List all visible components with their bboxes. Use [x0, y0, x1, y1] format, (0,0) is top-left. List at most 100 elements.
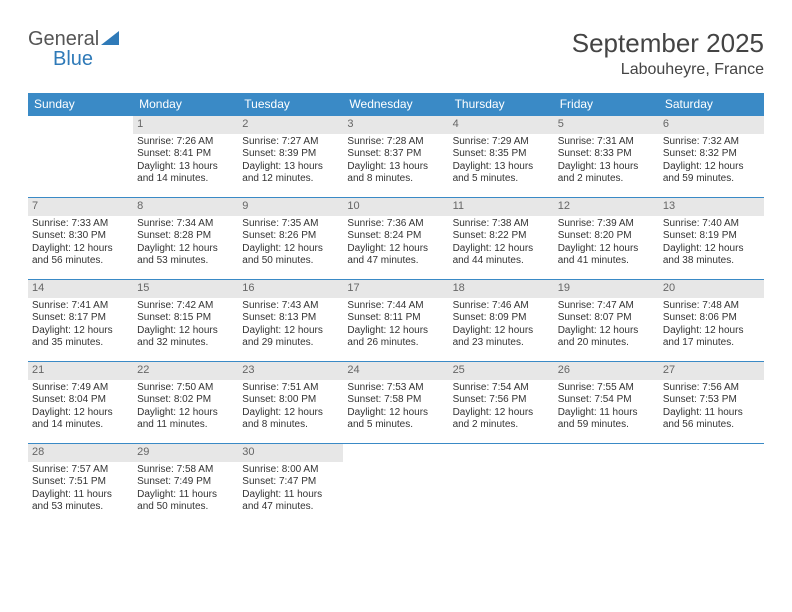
sunset-text: Sunset: 8:17 PM	[32, 312, 129, 325]
daylight-text: Daylight: 11 hours and 56 minutes.	[663, 407, 760, 432]
calendar-day-cell: 21 Sunrise: 7:49 AMSunset: 8:04 PMDayligh…	[28, 362, 133, 444]
daylight-text: Daylight: 11 hours and 59 minutes.	[558, 407, 655, 432]
sunrise-text: Sunrise: 7:39 AM	[558, 218, 655, 231]
sunset-text: Sunset: 8:35 PM	[453, 148, 550, 161]
calendar-day-cell: 18Sunrise: 7:46 AMSunset: 8:09 PMDayligh…	[449, 280, 554, 362]
day-details: Sunrise: 7:33 AMSunset: 8:30 PMDaylight:…	[28, 218, 133, 272]
calendar-table: SundayMondayTuesdayWednesdayThursdayFrid…	[28, 93, 764, 524]
day-details: Sunrise: 7:27 AMSunset: 8:39 PMDaylight:…	[238, 136, 343, 190]
day-number: 21	[28, 362, 133, 380]
sunrise-text: Sunrise: 7:26 AM	[137, 136, 234, 149]
daylight-text: Daylight: 12 hours and 14 minutes.	[32, 407, 129, 432]
daylight-text: Daylight: 12 hours and 32 minutes.	[137, 325, 234, 350]
calendar-day-cell: 25Sunrise: 7:54 AMSunset: 7:56 PMDayligh…	[449, 362, 554, 444]
calendar-day-cell: 11Sunrise: 7:38 AMSunset: 8:22 PMDayligh…	[449, 198, 554, 280]
day-number: 30	[238, 444, 343, 462]
weekday-header: Tuesday	[238, 93, 343, 116]
day-details: Sunrise: 7:42 AMSunset: 8:15 PMDaylight:…	[133, 300, 238, 354]
sunrise-text: Sunrise: 7:34 AM	[137, 218, 234, 231]
calendar-week-row: 21 Sunrise: 7:49 AMSunset: 8:04 PMDayligh…	[28, 362, 764, 444]
day-details: Sunrise: 7:58 AMSunset: 7:49 PMDaylight:…	[133, 464, 238, 518]
calendar-day-cell	[28, 116, 133, 198]
sunrise-text: Sunrise: 7:43 AM	[242, 300, 339, 313]
calendar-week-row: 7Sunrise: 7:33 AMSunset: 8:30 PMDaylight…	[28, 198, 764, 280]
sunrise-text: Sunrise: 7:58 AM	[137, 464, 234, 477]
calendar-header-row: SundayMondayTuesdayWednesdayThursdayFrid…	[28, 93, 764, 116]
day-details: Sunrise: 7:40 AMSunset: 8:19 PMDaylight:…	[659, 218, 764, 272]
weekday-header: Sunday	[28, 93, 133, 116]
sunrise-text: Sunrise: 7:48 AM	[663, 300, 760, 313]
sunset-text: Sunset: 8:24 PM	[347, 230, 444, 243]
day-details: Sunrise: 7:32 AMSunset: 8:32 PMDaylight:…	[659, 136, 764, 190]
sunrise-text: Sunrise: 7:44 AM	[347, 300, 444, 313]
day-number: 28	[28, 444, 133, 462]
sunset-text: Sunset: 8:09 PM	[453, 312, 550, 325]
calendar-week-row: 14Sunrise: 7:41 AMSunset: 8:17 PMDayligh…	[28, 280, 764, 362]
daylight-text: Daylight: 12 hours and 26 minutes.	[347, 325, 444, 350]
weekday-header: Friday	[554, 93, 659, 116]
day-number: 26	[554, 362, 659, 380]
sunset-text: Sunset: 8:19 PM	[663, 230, 760, 243]
calendar-day-cell: 13Sunrise: 7:40 AMSunset: 8:19 PMDayligh…	[659, 198, 764, 280]
calendar-day-cell: 27Sunrise: 7:56 AMSunset: 7:53 PMDayligh…	[659, 362, 764, 444]
daylight-text: Daylight: 12 hours and 11 minutes.	[137, 407, 234, 432]
sunrise-text: Sunrise: 7:57 AM	[32, 464, 129, 477]
sunset-text: Sunset: 8:00 PM	[242, 394, 339, 407]
day-details: Sunrise: 7:53 AMSunset: 7:58 PMDaylight:…	[343, 382, 448, 436]
sunrise-text: Sunrise: 7:41 AM	[32, 300, 129, 313]
daylight-text: Daylight: 12 hours and 2 minutes.	[453, 407, 550, 432]
sunset-text: Sunset: 8:37 PM	[347, 148, 444, 161]
calendar-day-cell: 22 Sunrise: 7:50 AMSunset: 8:02 PMDayligh…	[133, 362, 238, 444]
sunset-text: Sunset: 7:58 PM	[347, 394, 444, 407]
sunset-text: Sunset: 7:54 PM	[558, 394, 655, 407]
daylight-text: Daylight: 12 hours and 35 minutes.	[32, 325, 129, 350]
day-details: Sunrise: 7:56 AMSunset: 7:53 PMDaylight:…	[659, 382, 764, 436]
daylight-text: Daylight: 13 hours and 2 minutes.	[558, 161, 655, 186]
weekday-header: Thursday	[449, 93, 554, 116]
sunrise-text: Sunrise: 7:53 AM	[347, 382, 444, 395]
daylight-text: Daylight: 13 hours and 5 minutes.	[453, 161, 550, 186]
calendar-day-cell: 16Sunrise: 7:43 AMSunset: 8:13 PMDayligh…	[238, 280, 343, 362]
sunset-text: Sunset: 8:11 PM	[347, 312, 444, 325]
logo-triangle-icon	[101, 28, 119, 51]
day-number: 2	[238, 116, 343, 134]
calendar-day-cell: 14 Sunrise: 7:41 AMSunset: 8:17 PMDayligh…	[28, 280, 133, 362]
calendar-day-cell: 9Sunrise: 7:35 AMSunset: 8:26 PMDaylight…	[238, 198, 343, 280]
sunset-text: Sunset: 8:22 PM	[453, 230, 550, 243]
daylight-text: Daylight: 12 hours and 44 minutes.	[453, 243, 550, 268]
calendar-day-cell: 19Sunrise: 7:47 AMSunset: 8:07 PMDayligh…	[554, 280, 659, 362]
daylight-text: Daylight: 12 hours and 47 minutes.	[347, 243, 444, 268]
day-details: Sunrise: 7:43 AMSunset: 8:13 PMDaylight:…	[238, 300, 343, 354]
day-details: Sunrise: 7:28 AMSunset: 8:37 PMDaylight:…	[343, 136, 448, 190]
sunset-text: Sunset: 8:39 PM	[242, 148, 339, 161]
day-details: Sunrise: 7:36 AMSunset: 8:24 PMDaylight:…	[343, 218, 448, 272]
calendar-day-cell: 10Sunrise: 7:36 AMSunset: 8:24 PMDayligh…	[343, 198, 448, 280]
day-details: Sunrise: 7:50 AMSunset: 8:02 PMDaylight:…	[133, 382, 238, 436]
day-details: Sunrise: 7:35 AMSunset: 8:26 PMDaylight:…	[238, 218, 343, 272]
daylight-text: Daylight: 12 hours and 56 minutes.	[32, 243, 129, 268]
daylight-text: Daylight: 12 hours and 23 minutes.	[453, 325, 550, 350]
day-details: Sunrise: 7:49 AMSunset: 8:04 PMDaylight:…	[28, 382, 133, 436]
sunrise-text: Sunrise: 7:54 AM	[453, 382, 550, 395]
calendar-day-cell: 12Sunrise: 7:39 AMSunset: 8:20 PMDayligh…	[554, 198, 659, 280]
day-number: 1	[133, 116, 238, 134]
calendar-day-cell	[554, 444, 659, 524]
day-details: Sunrise: 7:41 AMSunset: 8:17 PMDaylight:…	[28, 300, 133, 354]
daylight-text: Daylight: 12 hours and 29 minutes.	[242, 325, 339, 350]
day-number: 14	[28, 280, 133, 298]
sunrise-text: Sunrise: 7:40 AM	[663, 218, 760, 231]
day-number: 12	[554, 198, 659, 216]
day-number: 22	[133, 362, 238, 380]
day-details: Sunrise: 7:38 AMSunset: 8:22 PMDaylight:…	[449, 218, 554, 272]
daylight-text: Daylight: 12 hours and 41 minutes.	[558, 243, 655, 268]
day-details: Sunrise: 7:51 AMSunset: 8:00 PMDaylight:…	[238, 382, 343, 436]
sunset-text: Sunset: 8:30 PM	[32, 230, 129, 243]
calendar-day-cell: 1Sunrise: 7:26 AMSunset: 8:41 PMDaylight…	[133, 116, 238, 198]
location: Labouheyre, France	[572, 61, 764, 79]
calendar-day-cell: 7Sunrise: 7:33 AMSunset: 8:30 PMDaylight…	[28, 198, 133, 280]
sunset-text: Sunset: 8:07 PM	[558, 312, 655, 325]
day-details: Sunrise: 7:55 AMSunset: 7:54 PMDaylight:…	[554, 382, 659, 436]
daylight-text: Daylight: 13 hours and 8 minutes.	[347, 161, 444, 186]
day-number: 25	[449, 362, 554, 380]
weekday-header: Wednesday	[343, 93, 448, 116]
